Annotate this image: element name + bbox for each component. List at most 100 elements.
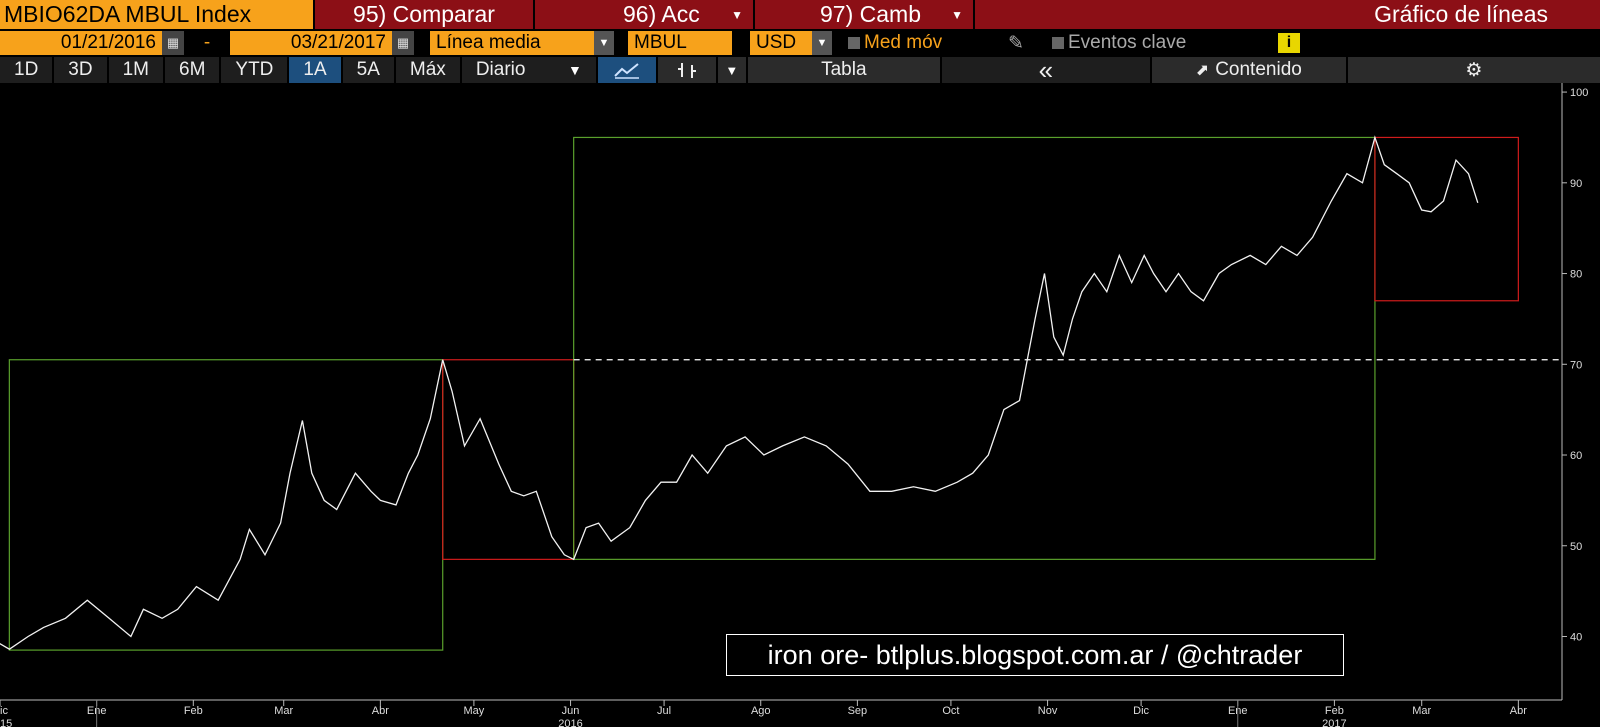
price-line	[0, 135, 1479, 650]
chevron-down-icon[interactable]: ▼	[594, 31, 614, 55]
key-events-label: Eventos clave	[1068, 32, 1187, 53]
gear-icon[interactable]: ⚙	[1347, 57, 1600, 83]
bar-chart-icon[interactable]	[657, 57, 718, 83]
collapse-button[interactable]: «	[942, 54, 1152, 85]
info-icon[interactable]: i	[1278, 33, 1300, 53]
key-events-toggle[interactable]: Eventos clave	[1052, 29, 1278, 57]
line-chart-icon[interactable]	[597, 57, 658, 83]
x-tick-label: Feb	[184, 705, 203, 717]
range-label: 1A	[303, 59, 327, 80]
currency-value: USD	[756, 32, 797, 53]
x-tick-label: Abr	[372, 705, 389, 717]
line-type-select[interactable]: Línea media	[430, 31, 594, 55]
chevron-down-icon: ▼	[731, 7, 743, 22]
y-tick-label: 100	[1570, 87, 1588, 99]
chevron-down-icon[interactable]: ▼	[812, 31, 832, 55]
range-label: 1D	[14, 59, 39, 80]
source-value: MBUL	[634, 32, 687, 53]
header-bar: MBIO62DA MBUL Index 95) Comparar 96) Acc…	[0, 0, 1600, 29]
year-label: 2016	[558, 718, 582, 727]
x-tick-label: May	[464, 705, 485, 717]
period-label: Diario	[475, 59, 526, 80]
range-3d-button[interactable]: 3D	[54, 57, 109, 83]
start-date-value: 01/21/2016	[60, 32, 156, 53]
compare-button[interactable]: 95) Comparar	[315, 0, 535, 29]
y-tick-label: 40	[1570, 631, 1582, 643]
watermark-text: iron ore- btlplus.blogspot.com.ar / @cht…	[767, 639, 1303, 670]
line-type-value: Línea media	[436, 32, 541, 53]
range-1a-button[interactable]: 1A	[289, 57, 343, 83]
source-input[interactable]: MBUL	[628, 31, 732, 55]
downtrend-box	[1374, 136, 1519, 302]
period-bar: 1D 3D 1M 6M YTD 1A 5A Máx Diario ▼ ▼ Tab…	[0, 54, 1600, 85]
y-tick-label: 50	[1570, 541, 1582, 553]
pencil-icon[interactable]: ✎	[1008, 32, 1024, 54]
x-tick-label: Ago	[751, 705, 771, 717]
range-5a-button[interactable]: 5A	[343, 57, 396, 83]
x-tick-label: Dic	[1133, 705, 1149, 717]
actions-label: 96) Acc	[623, 1, 700, 27]
range-max-button[interactable]: Máx	[396, 57, 462, 83]
y-tick-label: 90	[1570, 178, 1582, 190]
y-tick-label: 80	[1570, 269, 1582, 281]
table-button[interactable]: Tabla	[747, 57, 942, 83]
chevron-down-icon: ▼	[951, 7, 963, 22]
chevron-down-icon: ▼	[567, 62, 582, 78]
range-label: Máx	[409, 59, 446, 80]
change-label: 97) Camb	[820, 1, 921, 27]
x-tick-label: Sep	[848, 705, 868, 717]
x-tick-label: Oct	[942, 705, 959, 717]
moving-average-toggle[interactable]: Med móv	[848, 29, 1008, 57]
change-menu[interactable]: 97) Camb ▼	[755, 0, 975, 29]
range-label: 1M	[122, 59, 149, 80]
ticker-field[interactable]: MBIO62DA MBUL Index	[0, 0, 315, 29]
range-label: 3D	[68, 59, 93, 80]
options-bar: 01/21/2016 ▦ - 03/21/2017 ▦ Línea media …	[0, 29, 1600, 57]
chart-type-title: Gráfico de líneas	[975, 0, 1600, 29]
range-label: 6M	[179, 59, 206, 80]
start-date-input[interactable]: 01/21/2016	[0, 31, 162, 55]
x-tick-label: Dic	[0, 705, 8, 717]
uptrend-box	[573, 136, 1376, 560]
contents-button[interactable]: ⬈ Contenido	[1151, 57, 1348, 83]
table-label: Tabla	[821, 59, 867, 80]
uptrend-box	[8, 359, 444, 651]
range-1m-button[interactable]: 1M	[109, 57, 165, 83]
x-tick-label: Jun	[562, 705, 580, 717]
date-separator: -	[184, 29, 230, 57]
x-tick-label: Feb	[1325, 705, 1344, 717]
range-label: YTD	[235, 59, 274, 80]
x-tick-label: Mar	[274, 705, 293, 717]
range-ytd-button[interactable]: YTD	[221, 57, 290, 83]
checkbox-icon	[1052, 37, 1064, 49]
year-label: 2017	[1322, 718, 1346, 727]
calendar-icon[interactable]: ▦	[392, 31, 414, 55]
moving-average-label: Med móv	[864, 32, 943, 53]
x-tick-label: Abr	[1510, 705, 1527, 717]
downtrend-box	[442, 359, 575, 560]
range-label: 5A	[356, 59, 380, 80]
ticker-label: MBIO62DA MBUL Index	[4, 1, 252, 27]
watermark-box: iron ore- btlplus.blogspot.com.ar / @cht…	[726, 634, 1344, 676]
range-1d-button[interactable]: 1D	[0, 57, 55, 83]
x-tick-label: Nov	[1038, 705, 1058, 717]
currency-select[interactable]: USD	[750, 31, 812, 55]
end-date-value: 03/21/2017	[290, 32, 386, 53]
chart-icon: ⬈	[1195, 62, 1210, 79]
collapse-icon: «	[1038, 54, 1054, 85]
price-chart: 405060708090100DicEneFebMarAbrMayJunJulA…	[0, 83, 1588, 727]
compare-label: 95) Comparar	[353, 1, 495, 27]
range-6m-button[interactable]: 6M	[165, 57, 222, 83]
y-tick-label: 70	[1570, 359, 1582, 371]
info-label: i	[1286, 34, 1292, 51]
actions-menu[interactable]: 96) Acc ▼	[535, 0, 755, 29]
chart-type-label: Gráfico de líneas	[1374, 1, 1548, 27]
x-tick-label: Jul	[657, 705, 671, 717]
x-tick-label: Mar	[1412, 705, 1431, 717]
chevron-down-icon[interactable]: ▼	[717, 57, 748, 83]
end-date-input[interactable]: 03/21/2017	[230, 31, 392, 55]
calendar-icon[interactable]: ▦	[162, 31, 184, 55]
period-select[interactable]: Diario ▼	[462, 57, 598, 83]
y-tick-label: 60	[1570, 450, 1582, 462]
checkbox-icon	[848, 37, 860, 49]
